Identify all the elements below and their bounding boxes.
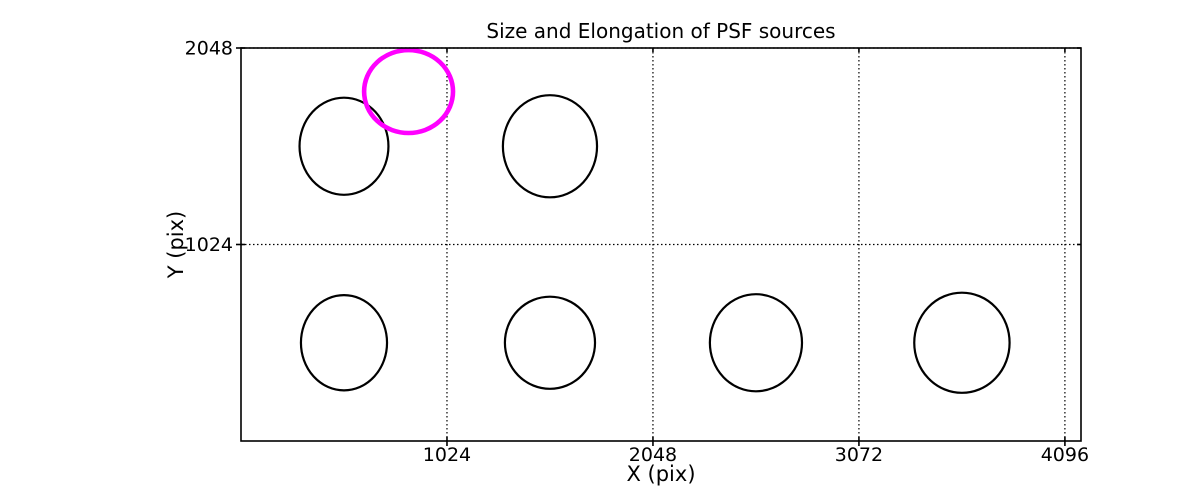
y-tick-label: 2048 — [185, 38, 233, 60]
psf-sources-ellipse — [503, 295, 597, 390]
x-tick-label: 4096 — [1041, 444, 1089, 466]
x-axis-label: X (pix) — [626, 462, 695, 486]
ellipse-layer — [298, 47, 1011, 394]
psf-sources-ellipse — [501, 94, 599, 199]
psf-sources-ellipse — [913, 291, 1011, 394]
psf-sources-ellipse — [299, 294, 389, 392]
highlighted-source-ellipse — [361, 47, 456, 136]
y-tick-label: 1024 — [185, 234, 233, 256]
y-axis-label: Y (pix) — [164, 211, 188, 279]
axes-frame — [240, 47, 1082, 442]
x-tick-label: 3072 — [835, 444, 883, 466]
x-tick-label: 2048 — [629, 444, 677, 466]
psf-sources-ellipse — [298, 96, 390, 196]
psf-sources-ellipse — [708, 293, 804, 393]
x-tick-label: 1024 — [423, 444, 471, 466]
plot-title: Size and Elongation of PSF sources — [486, 19, 835, 43]
tick-label-layer: 1024 2048 3072 4096 1024 2048 — [185, 38, 1089, 467]
